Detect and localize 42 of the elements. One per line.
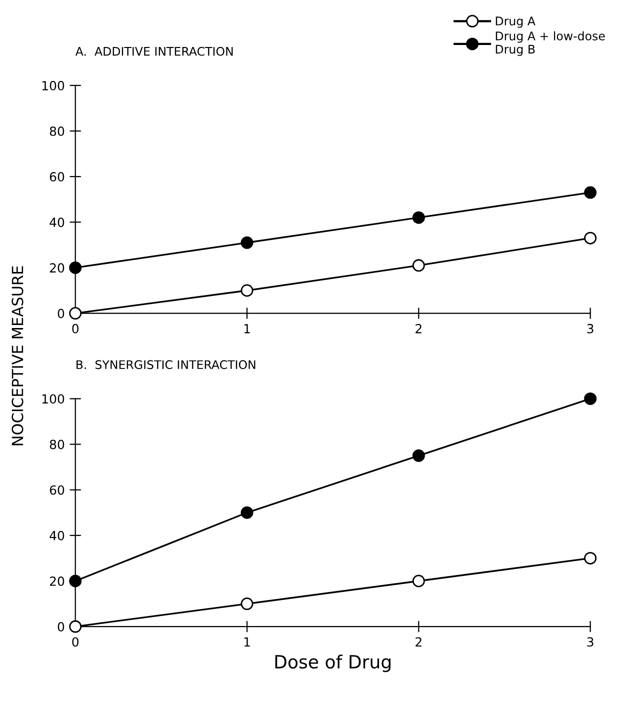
y-tick-label: 40	[50, 530, 64, 540]
chart-title: A. ADDITIVE INTERACTION	[75, 46, 233, 56]
point	[240, 284, 254, 297]
y-tick-label: 40	[50, 218, 64, 228]
x-tick-label: 3	[587, 637, 594, 647]
x-tick-label: 0	[72, 637, 79, 647]
y-tick-label: 80	[50, 440, 64, 450]
point	[69, 307, 82, 320]
chart-title: B. SYNERGISTIC INTERACTION	[76, 360, 256, 370]
point	[584, 552, 597, 564]
x-tick-label: 3	[587, 324, 594, 334]
y-tick-label: 80	[50, 126, 64, 136]
y-tick-label: 100	[42, 80, 64, 90]
point	[240, 236, 254, 249]
point	[412, 574, 425, 588]
y-tick-label: 60	[50, 172, 64, 182]
y-tick-label: 100	[42, 394, 64, 404]
point	[412, 259, 425, 272]
legend-label: Drug A	[496, 16, 536, 28]
y-axis-title: NOCICEPTIVE MEASURE	[12, 266, 24, 446]
y-tick-label: 60	[50, 485, 64, 495]
x-axis-title: Dose of Drug	[275, 654, 390, 672]
point	[240, 506, 254, 519]
point	[69, 574, 82, 588]
x-tick-label: 1	[244, 637, 250, 646]
x-tick-label: 0	[72, 324, 79, 334]
y-tick-label: 20	[50, 263, 64, 273]
x-tick-label: 1	[244, 324, 250, 334]
legend-label: Drug A + low-dose Drug B	[496, 31, 605, 56]
y-tick-label: 0	[58, 622, 64, 632]
point	[412, 449, 425, 462]
point	[584, 232, 597, 244]
y-tick-label: 20	[50, 576, 64, 586]
point	[584, 186, 597, 199]
point	[69, 261, 82, 274]
x-tick-label: 2	[416, 637, 422, 646]
point	[412, 211, 425, 224]
y-tick-label: 0	[58, 308, 64, 318]
point	[240, 598, 254, 610]
point	[69, 620, 82, 633]
x-tick-label: 2	[416, 324, 422, 334]
point	[584, 392, 597, 405]
